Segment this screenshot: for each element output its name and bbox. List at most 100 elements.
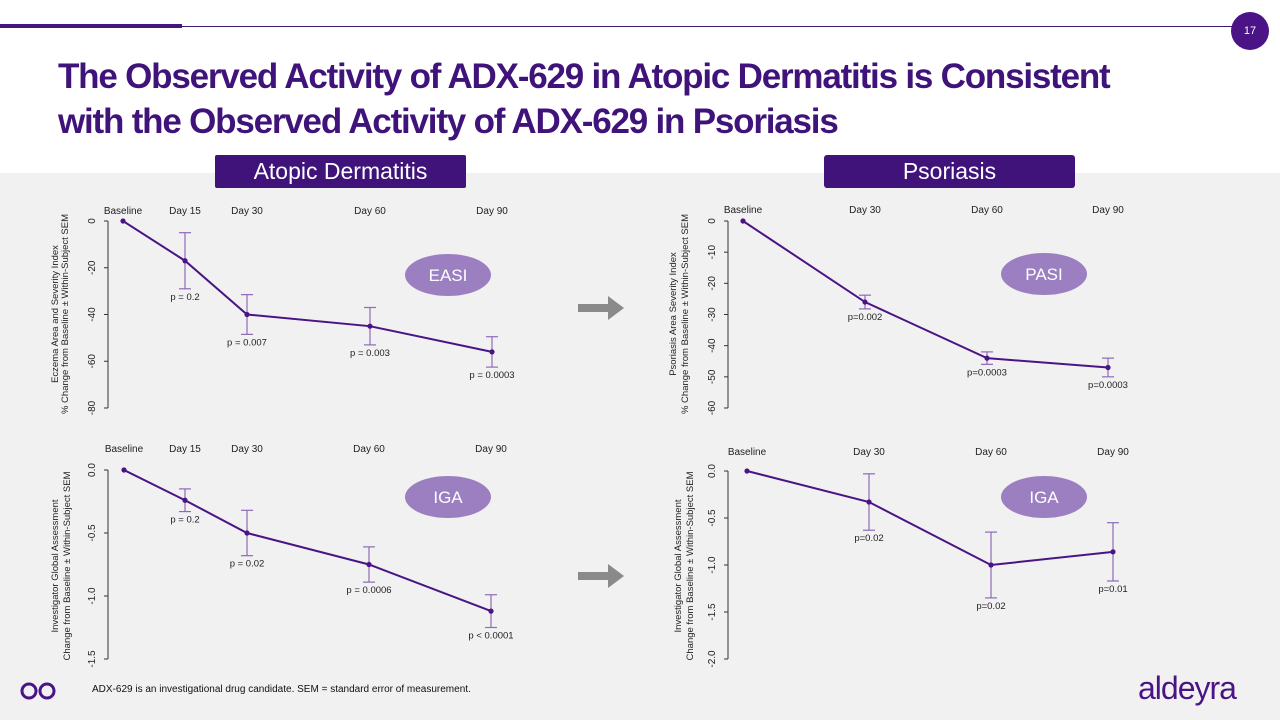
- y-tick-label: -20: [87, 260, 98, 275]
- y-tick-label: -10: [707, 245, 718, 260]
- measure-badge: [405, 476, 491, 518]
- p-value-label: p = 0.007: [227, 337, 267, 348]
- x-category-label: Day 60: [971, 205, 1003, 216]
- data-point: [744, 468, 750, 474]
- y-tick-label: -2.0: [707, 650, 718, 668]
- y-axis-label: Investigator Global Assessment: [50, 499, 61, 632]
- y-tick-label: -30: [707, 307, 718, 322]
- data-point: [866, 499, 872, 505]
- section-header-atopic-dermatitis: Atopic Dermatitis: [215, 155, 466, 188]
- x-category-label: Baseline: [105, 444, 144, 455]
- y-tick-label: -60: [87, 354, 98, 369]
- slide-title: The Observed Activity of ADX-629 in Atop…: [58, 54, 1238, 144]
- p-value-label: p = 0.02: [230, 559, 265, 570]
- data-point: [1105, 364, 1111, 371]
- chart-iga-atopic-dermatitis: 0.0 -0.5 -1.0 -1.5 Investigator Global Asses…: [50, 444, 514, 668]
- y-tick-label: -1.5: [707, 603, 718, 621]
- y-tick-label: -40: [707, 338, 718, 353]
- x-category-label: Day 90: [1097, 447, 1129, 458]
- x-category-label: Baseline: [104, 206, 143, 217]
- p-value-label: p < 0.0001: [468, 631, 513, 642]
- title-line-1: The Observed Activity of ADX-629 in Atop…: [58, 57, 1111, 96]
- arrow-icon-bottom: [578, 564, 624, 588]
- y-tick-label: -0.5: [707, 509, 718, 527]
- y-tick-label: -80: [87, 400, 98, 415]
- y-axis-label: Change from Baseline ± Within-Subject SE…: [62, 471, 73, 660]
- x-category-label: Day 30: [231, 206, 263, 217]
- x-category-label: Day 15: [169, 206, 201, 217]
- y-tick-label: -50: [707, 369, 718, 384]
- x-category-label: Day 60: [354, 206, 386, 217]
- data-point: [740, 218, 746, 224]
- footnote: ADX-629 is an investigational drug candi…: [92, 684, 471, 695]
- brand-wordmark: aldeyra: [1138, 670, 1237, 706]
- y-axis-label: Change from Baseline ± Within-Subject SE…: [685, 471, 696, 660]
- measure-badge-label: IGA: [433, 488, 463, 507]
- chart-pasi: 0 -10 -20 -30 -40 -50 -60 Psoriasis Area Severi…: [668, 205, 1128, 415]
- x-category-label: Day 30: [853, 447, 885, 458]
- data-point: [489, 349, 495, 355]
- data-point: [984, 355, 990, 361]
- measure-badge: [405, 254, 491, 296]
- x-category-label: Day 90: [475, 444, 507, 455]
- x-category-label: Day 15: [169, 444, 201, 455]
- y-tick-label: -20: [707, 276, 718, 291]
- chart-iga-psoriasis: 0.0 -0.5 -1.0 -1.5 -2.0 Investigator Global A…: [673, 447, 1129, 668]
- data-point: [366, 561, 372, 568]
- data-point: [1110, 549, 1116, 555]
- data-point: [367, 323, 373, 329]
- p-value-label: p = 0.0006: [346, 585, 391, 596]
- x-category-label: Day 90: [476, 206, 508, 217]
- p-value-label: p = 0.2: [170, 292, 199, 303]
- measure-badge-label: PASI: [1025, 265, 1062, 284]
- p-value-label: p=0.002: [848, 312, 883, 323]
- data-point: [182, 497, 188, 503]
- data-point: [120, 218, 126, 224]
- title-line-2: with the Observed Activity of ADX-629 in…: [58, 102, 839, 141]
- p-value-label: p = 0.0003: [469, 370, 514, 381]
- section-header-psoriasis: Psoriasis: [824, 155, 1075, 188]
- y-axis-label: Eczema Area and Severity Index: [50, 245, 61, 383]
- x-category-label: Baseline: [724, 205, 763, 216]
- data-point: [988, 562, 994, 568]
- y-tick-label: -1.0: [707, 556, 718, 574]
- data-point: [244, 530, 250, 536]
- header-rule: [0, 26, 1232, 27]
- y-axis-label: Psoriasis Area Severity Index: [668, 252, 679, 376]
- page-number-badge: 17: [1231, 12, 1269, 50]
- data-point: [862, 299, 868, 305]
- x-category-label: Day 30: [231, 444, 263, 455]
- p-value-label: p=0.02: [854, 533, 883, 544]
- x-category-label: Baseline: [728, 447, 767, 458]
- p-value-label: p = 0.003: [350, 348, 390, 359]
- p-value-label: p=0.0003: [967, 367, 1007, 378]
- x-category-label: Day 30: [849, 205, 881, 216]
- p-value-label: p = 0.2: [170, 515, 199, 526]
- x-category-label: Day 90: [1092, 205, 1124, 216]
- y-tick-label: -60: [707, 400, 718, 415]
- p-value-label: p=0.0003: [1088, 380, 1128, 391]
- arrow-icon-top: [578, 296, 624, 320]
- y-tick-label: 0.0: [87, 463, 98, 477]
- measure-badge-label: IGA: [1029, 488, 1059, 507]
- data-point: [121, 467, 127, 473]
- data-point: [182, 258, 188, 264]
- y-tick-label: 0.0: [707, 464, 718, 478]
- y-tick-label: 0: [707, 218, 718, 224]
- chart-easi: 0 -20 -40 -60 -80 Eczema Area and Severity In…: [50, 206, 515, 415]
- y-tick-label: 0: [87, 218, 98, 224]
- y-axis-label: % Change from Baseline ± Within-Subject …: [680, 214, 691, 414]
- p-value-label: p=0.01: [1098, 584, 1127, 595]
- x-category-label: Day 60: [975, 447, 1007, 458]
- y-tick-label: -1.0: [87, 587, 98, 605]
- measure-badge: [1001, 253, 1087, 295]
- measure-badge-label: EASI: [429, 266, 468, 285]
- measure-badge: [1001, 476, 1087, 518]
- p-value-label: p=0.02: [976, 601, 1005, 612]
- data-point: [244, 311, 250, 318]
- y-tick-label: -40: [87, 307, 98, 322]
- aldeyra-logo-icon: [20, 682, 56, 700]
- series-line: [746, 470, 1114, 567]
- y-axis-label: % Change from Baseline ± Within-Subject …: [60, 214, 71, 414]
